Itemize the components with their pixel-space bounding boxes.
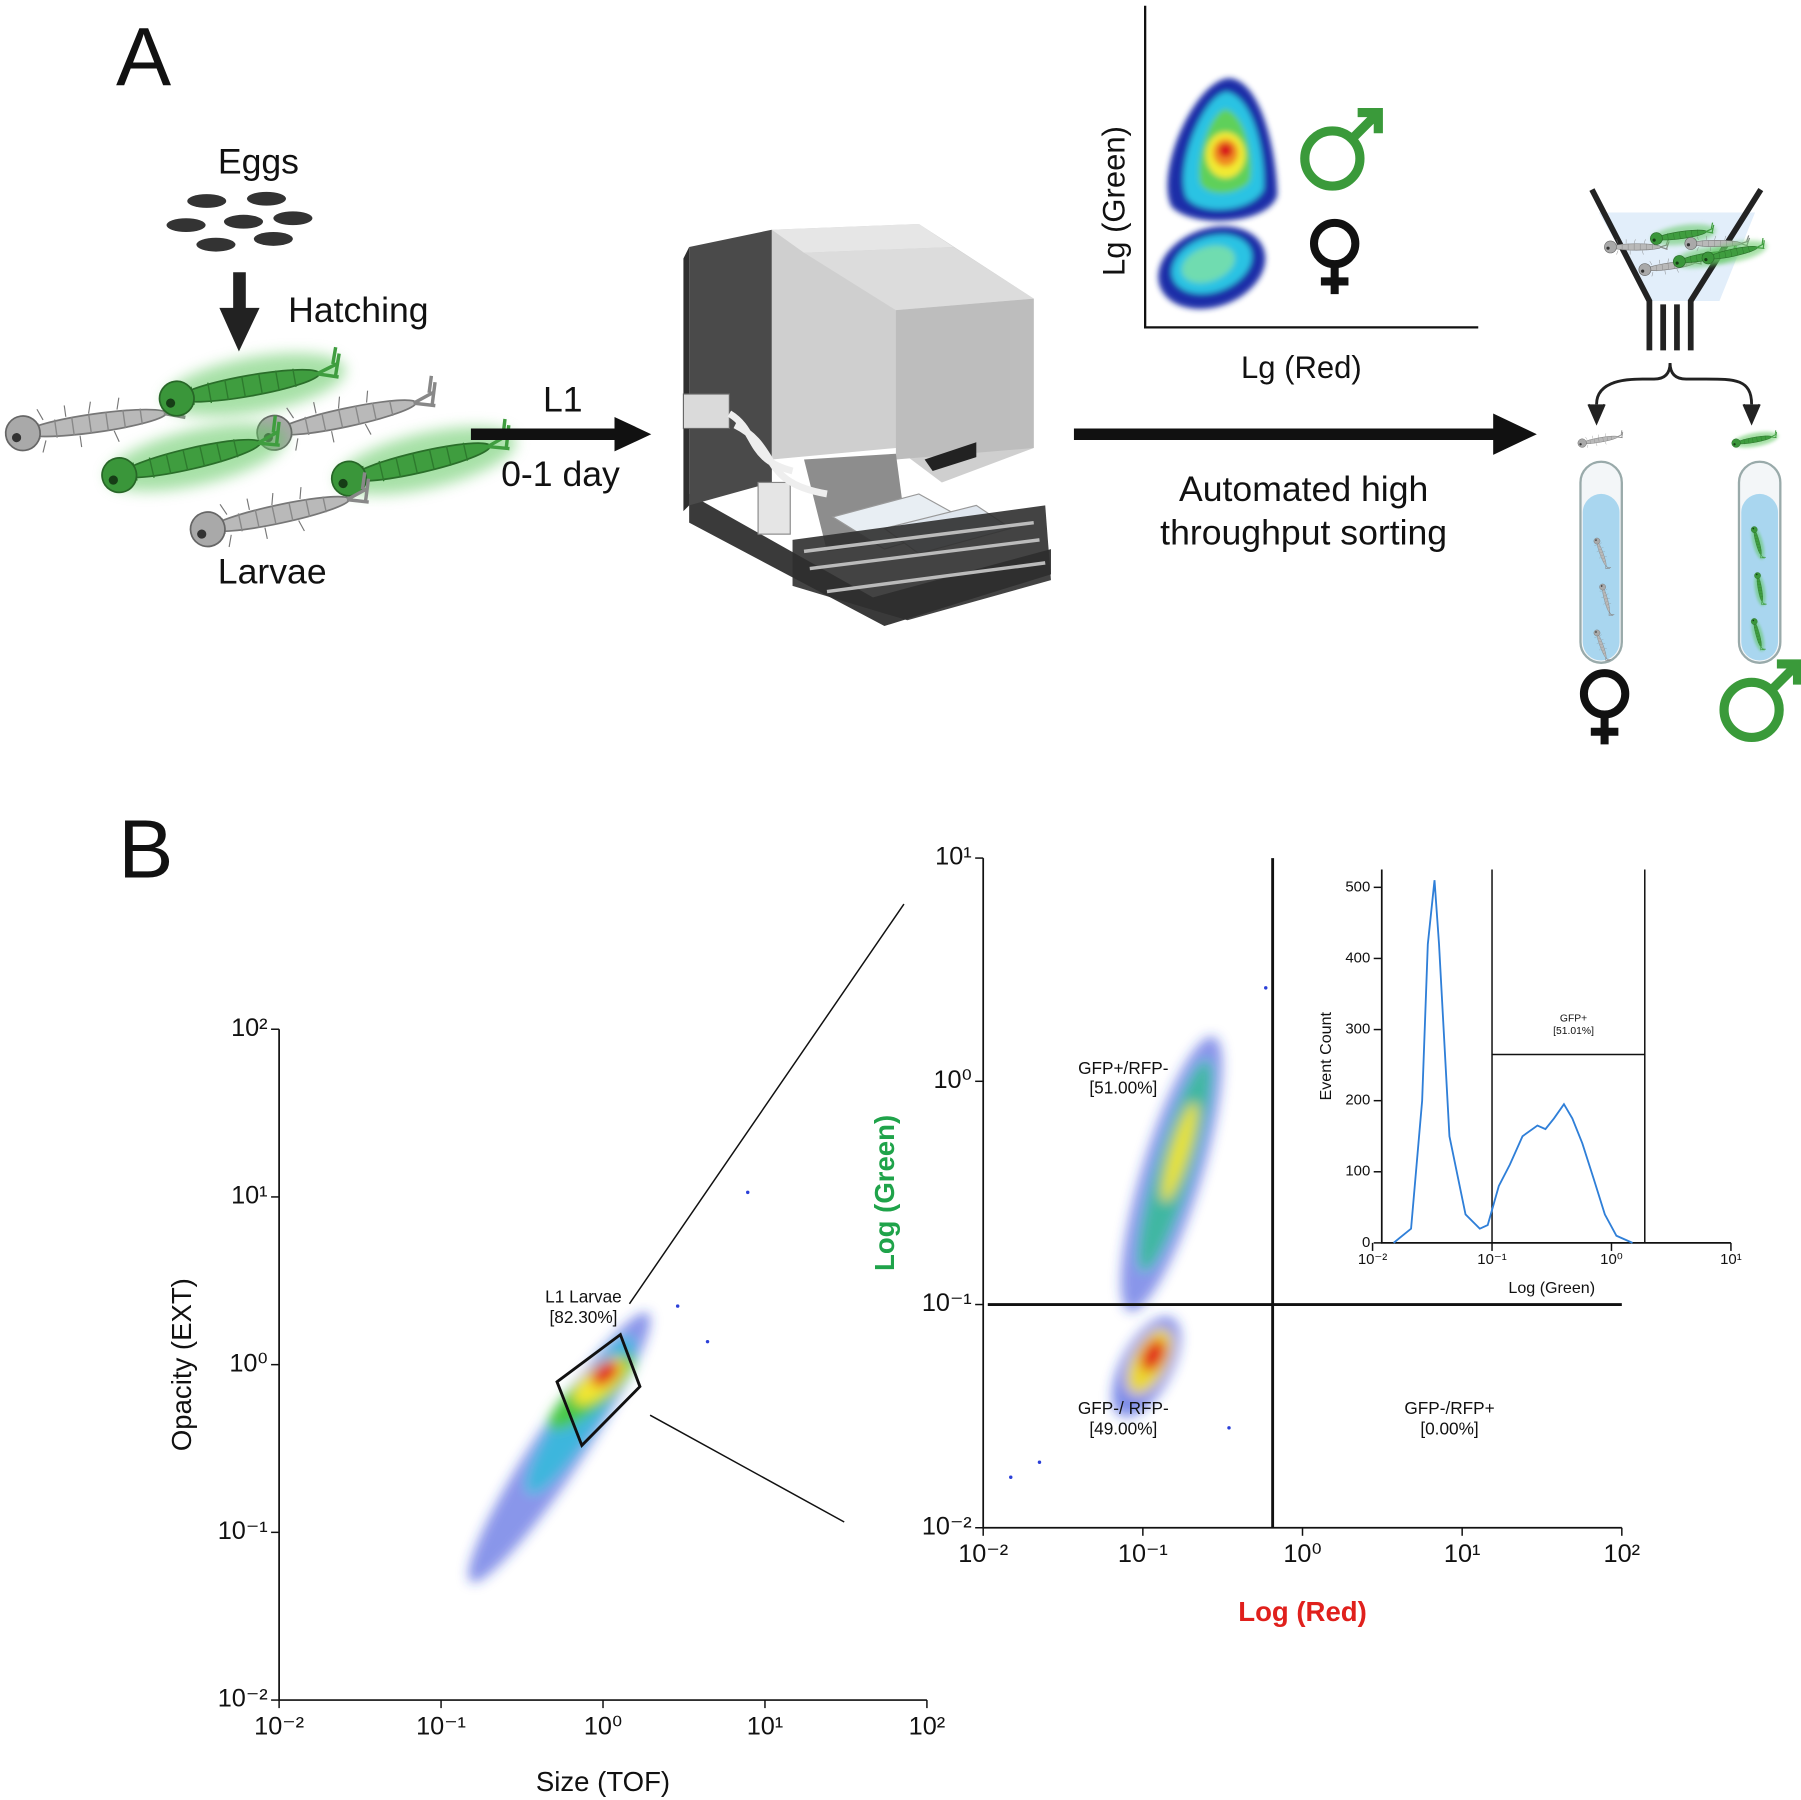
arrow xyxy=(470,416,652,452)
x-axis-label: Log (Green) xyxy=(1508,1279,1595,1297)
gate-label: [82.30%] xyxy=(550,1307,618,1327)
x-tick-label: 10⁰ xyxy=(584,1712,622,1740)
larvae-label: Larvae xyxy=(218,552,327,592)
quadrant-label: [51.00%] xyxy=(1089,1078,1157,1098)
y-tick-label: 10⁰ xyxy=(229,1349,267,1377)
histogram-line xyxy=(1393,880,1633,1244)
scatter-cloud xyxy=(468,1190,750,1583)
arrow xyxy=(219,272,260,352)
arrow xyxy=(1073,413,1537,455)
eggs-label: Eggs xyxy=(218,142,299,182)
y-tick-label: 10¹ xyxy=(231,1182,268,1210)
x-tick-label: 10¹ xyxy=(1444,1540,1481,1568)
x-tick-label: 10⁻¹ xyxy=(416,1712,466,1740)
axis-frame xyxy=(982,858,1622,1529)
quadrant-label: [0.00%] xyxy=(1420,1419,1478,1439)
x-axis-label: Log (Red) xyxy=(1238,1596,1367,1627)
quadrant-label: GFP-/RFP+ xyxy=(1404,1398,1494,1418)
y-tick-label: 100 xyxy=(1345,1163,1370,1180)
y-tick-label: 400 xyxy=(1345,949,1370,966)
x-axis-label: Size (TOF) xyxy=(536,1766,670,1797)
panel-label: B xyxy=(118,803,173,896)
panel-label: A xyxy=(116,10,171,103)
y-tick-label: 500 xyxy=(1345,878,1370,895)
x-tick-label: 10² xyxy=(909,1712,946,1740)
sorting-label: Automated high xyxy=(1179,469,1428,509)
x-tick-label: 10⁰ xyxy=(1283,1540,1321,1568)
x-tick-label: 10⁻² xyxy=(1358,1251,1387,1268)
y-axis-label: Opacity (EXT) xyxy=(166,1278,197,1451)
gate-label: GFP+ xyxy=(1560,1014,1587,1025)
eggs xyxy=(166,191,313,252)
axis-label: Lg (Green) xyxy=(1097,126,1132,276)
sorting-label: throughput sorting xyxy=(1160,513,1447,553)
y-tick-label: 300 xyxy=(1345,1020,1370,1037)
y-tick-label: 200 xyxy=(1345,1092,1370,1109)
y-axis-label: Log (Green) xyxy=(869,1115,900,1271)
x-tick-label: 10⁻² xyxy=(254,1712,304,1740)
quadrant-label: GFP+/RFP- xyxy=(1078,1058,1168,1078)
zoom-line xyxy=(628,903,905,1523)
y-axis-label: Event Count xyxy=(1317,1011,1335,1100)
age-label: 0-1 day xyxy=(501,454,620,494)
gate-label: [51.01%] xyxy=(1553,1026,1594,1037)
x-tick-label: 10⁰ xyxy=(1600,1251,1623,1268)
y-tick-label: 10⁻¹ xyxy=(218,1517,268,1545)
gate xyxy=(555,1332,642,1448)
x-tick-label: 10⁻¹ xyxy=(1118,1540,1168,1568)
y-tick-label: 10⁻² xyxy=(218,1685,268,1713)
gate-label: L1 Larvae xyxy=(545,1287,622,1307)
axis-label: Lg (Red) xyxy=(1241,350,1362,385)
y-tick-label: 10² xyxy=(231,1014,268,1042)
y-tick-label: 10⁻² xyxy=(922,1512,972,1540)
funnel-and-tubes xyxy=(1576,188,1798,745)
scatter-cloud xyxy=(1009,986,1268,1479)
x-tick-label: 10⁻² xyxy=(958,1540,1008,1568)
mini-flow-plot xyxy=(1144,5,1479,329)
y-tick-label: 10⁰ xyxy=(933,1066,971,1094)
larvae xyxy=(0,342,522,556)
x-tick-label: 10¹ xyxy=(747,1712,784,1740)
x-tick-label: 10⁻¹ xyxy=(1477,1251,1506,1268)
quadrant-label: GFP-/ RFP- xyxy=(1078,1398,1169,1418)
y-tick-label: 10⁻¹ xyxy=(922,1289,972,1317)
sorter-machine xyxy=(682,223,1051,627)
stage-label: L1 xyxy=(543,379,583,419)
y-tick-label: 10¹ xyxy=(935,843,972,871)
x-tick-label: 10² xyxy=(1604,1540,1641,1568)
x-tick-label: 10¹ xyxy=(1720,1251,1742,1268)
y-tick-label: 0 xyxy=(1362,1234,1370,1251)
hatching-label: Hatching xyxy=(288,290,428,330)
quadrant-label: [49.00%] xyxy=(1089,1419,1157,1439)
axis-frame xyxy=(1380,869,1731,1244)
